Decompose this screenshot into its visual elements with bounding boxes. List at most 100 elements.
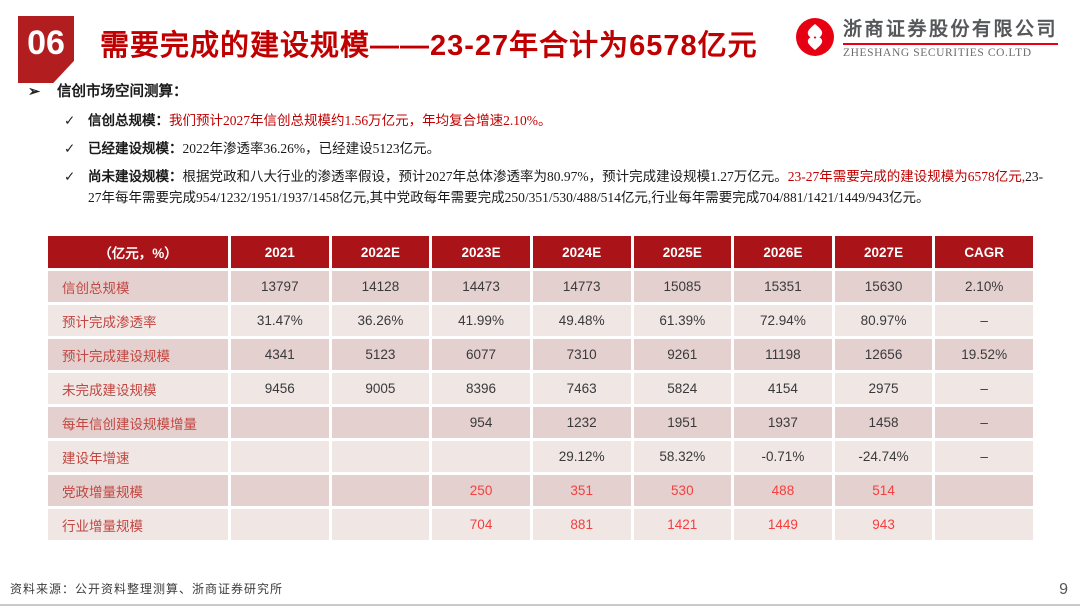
- value-cell: 530: [633, 475, 732, 506]
- value-cell: 15085: [633, 271, 732, 302]
- bullet-section: ➢ 信创市场空间测算： ✓ 信创总规模：我们预计2027年信创总规模约1.56万亿元…: [0, 80, 1060, 215]
- value-cell: 29.12%: [532, 441, 631, 472]
- bullet-label: 已经建设规模：: [88, 141, 183, 156]
- bullet-item: ✓ 信创总规模：我们预计2027年信创总规模约1.56万亿元，年均复合增速2.10…: [0, 110, 1048, 131]
- value-cell: 4341: [231, 339, 329, 370]
- value-cell: 954: [432, 407, 530, 438]
- company-name-en: ZHESHANG SECURITIES CO.LTD: [842, 47, 1032, 59]
- value-cell: [331, 509, 430, 540]
- value-cell: 704: [432, 509, 530, 540]
- value-cell: 881: [532, 509, 631, 540]
- value-cell: –: [935, 407, 1033, 438]
- value-cell: 11198: [734, 339, 832, 370]
- value-cell: 58.32%: [633, 441, 732, 472]
- bullet-text-segment: 23-27年需要完成的建设规模为6578亿元,: [787, 169, 1026, 184]
- table-header-cell: CAGR: [935, 236, 1033, 268]
- value-cell: 943: [834, 509, 933, 540]
- value-cell: 7310: [532, 339, 631, 370]
- value-cell: 13797: [231, 271, 329, 302]
- value-cell: [231, 475, 329, 506]
- value-cell: 14473: [432, 271, 530, 302]
- bullet-item: ✓ 尚未建设规模：根据党政和八大行业的渗透率假设，预计2027年总体渗透率为80.…: [0, 166, 1048, 208]
- value-cell: –: [935, 373, 1033, 404]
- value-cell: 12656: [834, 339, 933, 370]
- value-cell: 351: [532, 475, 631, 506]
- table-header-row: （亿元，%） 2021 2022E 2023E 2024E 2025E 2026E 2027E…: [48, 236, 1033, 268]
- bullet-text-segment: 根据党政和八大行业的渗透率假设，预计2027年总体渗透率为80.97%，预计完成…: [182, 169, 788, 184]
- table-row: 信创总规模 13797 14128 14473 14773 15085 15351 15630…: [48, 271, 1033, 302]
- table-header-cell: 2022E: [331, 236, 430, 268]
- value-cell: [231, 441, 329, 472]
- value-cell: 61.39%: [633, 305, 732, 336]
- table-row: 每年信创建设规模增量 954 1232 1951 1937 1458–: [48, 407, 1033, 438]
- table-row: 行业增量规模 704 881 1421 1449 943: [48, 509, 1033, 540]
- table-row: 未完成建设规模 9456 9005 8396 7463 5824 4154 2975–: [48, 373, 1033, 404]
- table-header-cell: 2021: [231, 236, 329, 268]
- value-cell: 31.47%: [231, 305, 329, 336]
- bullet-heading-text: 信创市场空间测算：: [57, 84, 188, 100]
- value-cell: [935, 475, 1033, 506]
- value-cell: 14773: [532, 271, 631, 302]
- table-row: 党政增量规模 250 351 530 488 514: [48, 475, 1033, 506]
- row-label-cell: 建设年增速: [48, 441, 228, 472]
- company-logo: 浙商证券股份有限公司 ZHESHANG SECURITIES CO.LTD: [795, 14, 1058, 59]
- value-cell: 41.99%: [432, 305, 530, 336]
- value-cell: 4154: [734, 373, 832, 404]
- row-label-cell: 信创总规模: [48, 271, 228, 302]
- row-label-cell: 每年信创建设规模增量: [48, 407, 228, 438]
- logo-text: 浙商证券股份有限公司 ZHESHANG SECURITIES CO.LTD: [842, 14, 1058, 59]
- section-number-badge: 06: [18, 16, 74, 83]
- value-cell: 2975: [834, 373, 933, 404]
- value-cell: [935, 509, 1033, 540]
- bullet-label: 尚未建设规模：: [88, 169, 183, 184]
- value-cell: 8396: [432, 373, 530, 404]
- bullet-text-segment: 我们预计2027年信创总规模约1.56万亿元，年均复合增速2.10%。: [169, 113, 552, 128]
- value-cell: [331, 407, 430, 438]
- value-cell: 1937: [734, 407, 832, 438]
- bullet-text-segment: 2022年渗透率36.26%，已经建设5123亿元。: [182, 141, 441, 156]
- section-number: 06: [27, 24, 65, 62]
- value-cell: 36.26%: [331, 305, 430, 336]
- value-cell: 14128: [331, 271, 430, 302]
- bullet-heading: ➢ 信创市场空间测算：: [0, 80, 1060, 101]
- logo-underline: [842, 43, 1058, 45]
- value-cell: 1458: [834, 407, 933, 438]
- value-cell: 1232: [532, 407, 631, 438]
- value-cell: –: [935, 441, 1033, 472]
- value-cell: 7463: [532, 373, 631, 404]
- value-cell: 6077: [432, 339, 530, 370]
- bullet-list: ✓ 信创总规模：我们预计2027年信创总规模约1.56万亿元，年均复合增速2.10…: [0, 110, 1060, 208]
- table-row: 预计完成渗透率 31.47% 36.26% 41.99% 49.48% 61.39% 72.…: [48, 305, 1033, 336]
- value-cell: 80.97%: [834, 305, 933, 336]
- value-cell: 5824: [633, 373, 732, 404]
- zheshang-logo-icon: [795, 17, 835, 57]
- value-cell: -24.74%: [834, 441, 933, 472]
- row-label-cell: 预计完成渗透率: [48, 305, 228, 336]
- row-label-cell: 党政增量规模: [48, 475, 228, 506]
- table-header-cell: 2023E: [432, 236, 530, 268]
- value-cell: 9005: [331, 373, 430, 404]
- bullet-text-segment: 23-27年每年需要完成954/1232/1951/1937/1458亿元,其中…: [88, 169, 1044, 205]
- value-cell: [231, 407, 329, 438]
- table-header-cell: 2025E: [633, 236, 732, 268]
- value-cell: 9456: [231, 373, 329, 404]
- check-icon: ✓: [64, 113, 76, 128]
- arrow-bullet-icon: ➢: [28, 84, 41, 100]
- company-name-cn: 浙商证券股份有限公司: [842, 19, 1058, 40]
- bullet-item: ✓ 已经建设规模：2022年渗透率36.26%，已经建设5123亿元。: [0, 138, 1048, 159]
- value-cell: 5123: [331, 339, 430, 370]
- value-cell: 514: [834, 475, 933, 506]
- value-cell: 15351: [734, 271, 832, 302]
- page-number: 9: [1059, 581, 1068, 598]
- table-row: 建设年增速 29.12% 58.32% -0.71% -24.74% –: [48, 441, 1033, 472]
- value-cell: [231, 509, 329, 540]
- value-cell: 15630: [834, 271, 933, 302]
- value-cell: 72.94%: [734, 305, 832, 336]
- value-cell: 19.52%: [935, 339, 1033, 370]
- row-label-cell: 行业增量规模: [48, 509, 228, 540]
- table-header-cell: （亿元，%）: [48, 236, 228, 268]
- value-cell: 1421: [633, 509, 732, 540]
- row-label-cell: 预计完成建设规模: [48, 339, 228, 370]
- table-row: 预计完成建设规模 4341 5123 6077 7310 9261 11198 12656 19…: [48, 339, 1033, 370]
- page-title: 需要完成的建设规模——23-27年合计为6578亿元: [100, 30, 758, 62]
